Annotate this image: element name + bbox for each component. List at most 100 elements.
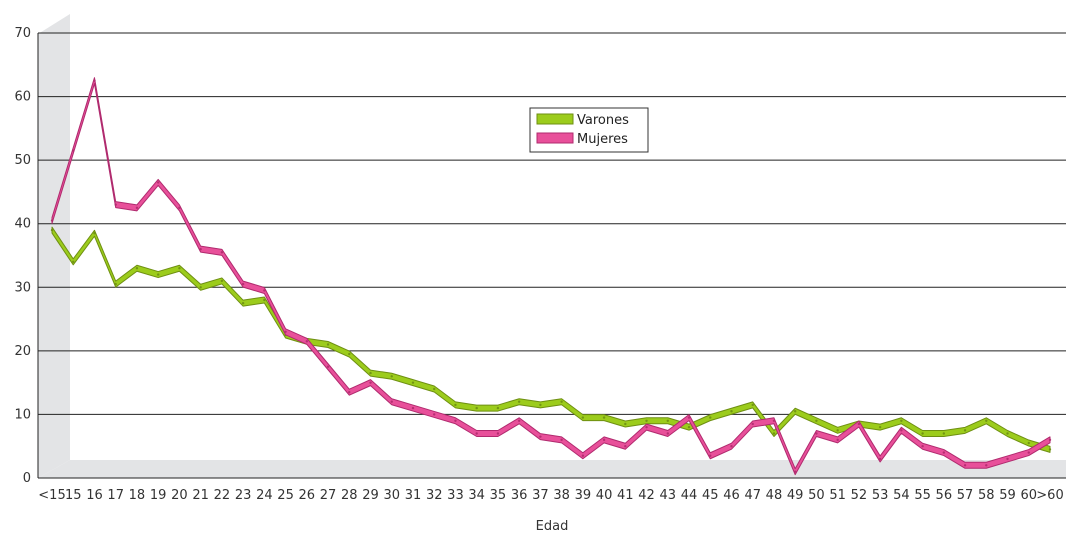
data-point-mujeres-13 <box>326 365 330 368</box>
x-axis-ticks: <15 15 16 17 18 19 20 21 22 23 24 25 26 27 28 29 30 31 32 3… <box>38 488 1063 503</box>
data-point-varones-2 <box>93 232 96 235</box>
data-point-mujeres-38 <box>857 422 861 426</box>
data-point-mujeres-34 <box>772 419 776 422</box>
x-tick-label: 22 <box>214 488 231 503</box>
data-point-mujeres-27 <box>624 445 627 448</box>
x-tick-label: 32 <box>426 488 443 503</box>
x-tick-label: 57 <box>957 488 974 503</box>
data-point-mujeres-0 <box>50 219 54 222</box>
y-tick-label: 60 <box>14 90 31 105</box>
data-point-mujeres-30 <box>687 416 691 419</box>
data-point-mujeres-32 <box>730 445 733 448</box>
data-point-mujeres-12 <box>305 340 309 343</box>
x-tick-label: 20 <box>171 488 188 503</box>
data-point-mujeres-21 <box>496 432 500 435</box>
data-point-mujeres-40 <box>900 429 903 432</box>
data-point-mujeres-5 <box>156 181 160 184</box>
series-mujeres <box>50 77 1052 476</box>
x-tick-label: 55 <box>914 488 931 503</box>
x-tick-label: 60 <box>1020 488 1037 503</box>
data-point-mujeres-14 <box>348 390 351 394</box>
data-point-mujeres-16 <box>390 400 393 403</box>
data-point-varones-3 <box>114 282 117 286</box>
y-tick-label: 50 <box>14 153 31 168</box>
data-point-mujeres-9 <box>241 282 245 286</box>
data-point-varones-23 <box>539 403 542 407</box>
data-point-varones-6 <box>178 267 181 270</box>
x-tick-label: 50 <box>808 488 825 503</box>
data-point-varones-32 <box>730 410 733 413</box>
legend-label-varones: Varones <box>577 113 629 128</box>
x-tick-label: 49 <box>787 488 804 503</box>
data-point-varones-8 <box>220 279 224 283</box>
y-axis-ticks: 0 10 20 30 40 50 60 70 <box>14 26 31 486</box>
legend-swatch-varones <box>536 113 574 125</box>
x-tick-label: 21 <box>192 488 209 503</box>
y-tick-label: 20 <box>14 344 31 359</box>
data-point-varones-27 <box>624 422 627 426</box>
data-point-varones-21 <box>496 406 500 410</box>
x-tick-label: 30 <box>383 488 400 503</box>
data-point-varones-44 <box>985 419 988 422</box>
data-point-varones-25 <box>581 416 585 419</box>
data-point-mujeres-28 <box>645 425 648 429</box>
x-tick-label: >60 <box>1036 488 1063 503</box>
x-tick-label: 56 <box>936 488 953 503</box>
data-point-mujeres-39 <box>878 457 882 461</box>
data-point-varones-14 <box>348 352 351 356</box>
chart-floor <box>38 460 1066 478</box>
data-point-mujeres-23 <box>539 435 542 438</box>
x-tick-label: 58 <box>978 488 995 503</box>
x-tick-label: 42 <box>638 488 655 503</box>
data-point-mujeres-45 <box>1006 457 1009 461</box>
data-point-varones-0 <box>50 228 54 232</box>
x-tick-label: 41 <box>617 488 634 503</box>
x-tick-label: 36 <box>511 488 528 503</box>
data-point-mujeres-35 <box>793 470 797 473</box>
x-tick-label: 19 <box>150 488 167 503</box>
data-point-mujeres-2 <box>93 79 96 82</box>
data-point-mujeres-36 <box>815 432 818 435</box>
data-point-mujeres-37 <box>836 438 839 442</box>
data-point-varones-31 <box>709 416 712 419</box>
data-point-mujeres-31 <box>709 454 712 457</box>
data-point-varones-20 <box>475 406 478 410</box>
legend-swatch-mujeres <box>536 132 574 144</box>
x-tick-label: 47 <box>744 488 761 503</box>
data-point-varones-22 <box>517 400 521 403</box>
x-tick-label: 33 <box>447 488 464 503</box>
data-point-varones-26 <box>602 416 606 419</box>
gridlines <box>37 32 1066 479</box>
x-tick-label: 29 <box>362 488 379 503</box>
data-point-mujeres-7 <box>199 247 202 251</box>
x-tick-label: 27 <box>320 488 337 503</box>
x-tick-label: 23 <box>235 488 252 503</box>
chart-left-wall <box>38 14 70 478</box>
data-point-mujeres-46 <box>1027 451 1030 454</box>
data-point-mujeres-29 <box>666 432 669 435</box>
x-tick-label: 26 <box>299 488 316 503</box>
data-point-varones-46 <box>1027 441 1030 445</box>
series-ribbon-varones <box>51 226 1051 453</box>
x-tick-label: 17 <box>107 488 124 503</box>
data-point-varones-34 <box>772 432 776 435</box>
x-tick-label: <15 <box>38 488 65 503</box>
y-tick-label: 70 <box>14 26 31 41</box>
x-tick-label: 52 <box>851 488 868 503</box>
x-tick-label: 25 <box>277 488 294 503</box>
x-tick-label: 48 <box>766 488 783 503</box>
data-point-mujeres-44 <box>985 464 988 467</box>
data-point-varones-40 <box>900 419 903 422</box>
series-varones <box>50 226 1052 453</box>
data-point-varones-45 <box>1006 432 1009 435</box>
y-tick-label: 40 <box>14 217 31 232</box>
data-point-varones-33 <box>751 403 754 407</box>
data-point-mujeres-26 <box>602 438 606 442</box>
x-tick-label: 40 <box>596 488 613 503</box>
data-point-mujeres-15 <box>369 381 372 384</box>
data-point-mujeres-3 <box>114 203 117 206</box>
x-tick-label: 38 <box>553 488 570 503</box>
data-point-mujeres-6 <box>178 206 181 210</box>
data-point-varones-18 <box>433 387 436 391</box>
data-point-mujeres-4 <box>135 206 139 210</box>
